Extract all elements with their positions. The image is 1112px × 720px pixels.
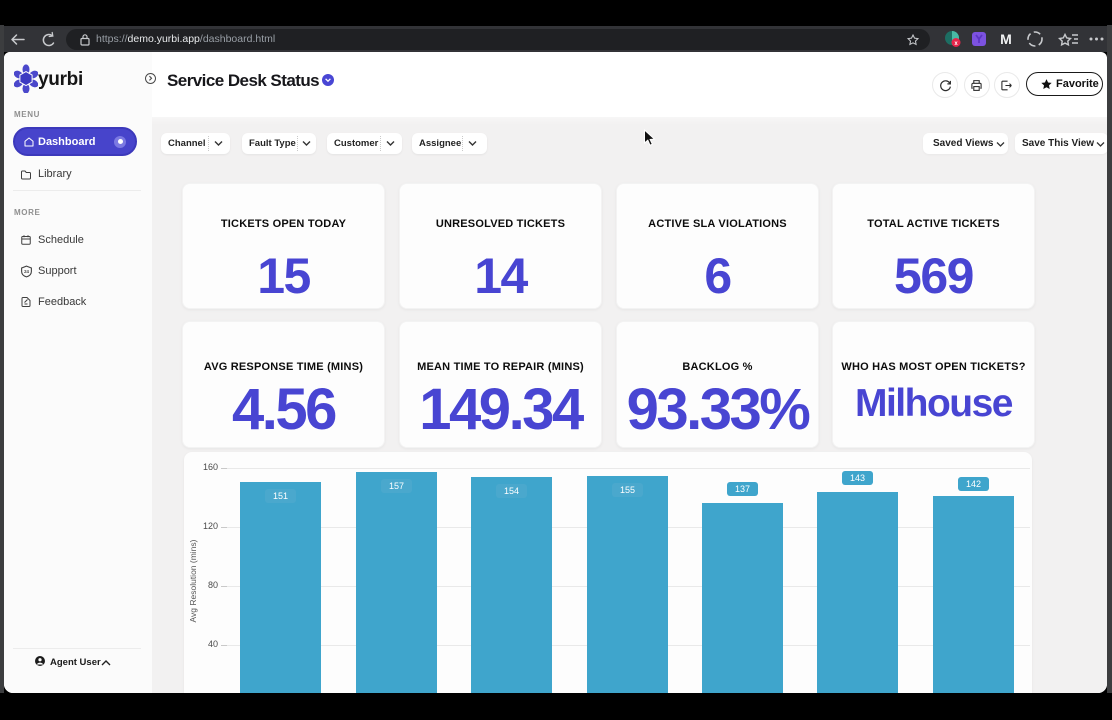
svg-text:M: M xyxy=(1000,31,1012,47)
svg-text:x: x xyxy=(954,41,958,47)
svg-text:24: 24 xyxy=(24,269,29,274)
